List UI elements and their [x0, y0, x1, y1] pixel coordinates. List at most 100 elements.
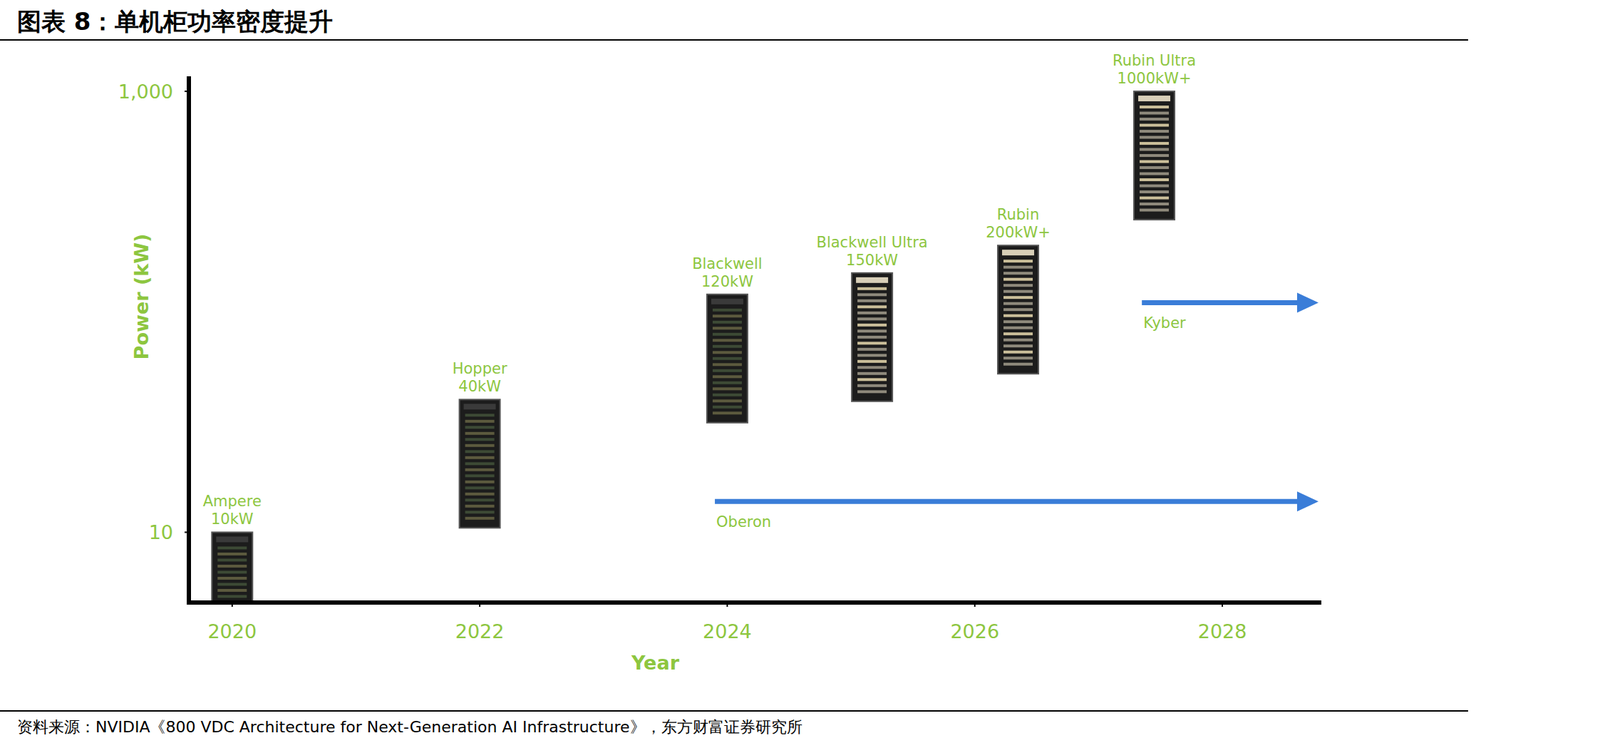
rack-slot	[712, 350, 742, 354]
rack-slot	[857, 353, 887, 357]
rack-slot	[465, 504, 495, 508]
annotation-label: Kyber	[1143, 314, 1186, 332]
rack-slot	[465, 437, 495, 441]
x-tick-label: 2026	[950, 620, 1000, 643]
rack-slot	[712, 399, 742, 402]
annotation-label: Oberon	[716, 513, 772, 531]
rack-slot	[857, 292, 887, 296]
rack-slot	[465, 456, 495, 459]
rack-slot	[1139, 190, 1169, 194]
rack-slot	[1003, 332, 1033, 335]
rack-body	[459, 399, 501, 528]
rack-cap	[1002, 249, 1035, 256]
rack-slot	[1003, 302, 1033, 306]
rack-slot	[1003, 350, 1033, 354]
rack-slot	[217, 558, 247, 561]
rack-slot	[1139, 141, 1169, 145]
arrow-head	[1297, 491, 1319, 512]
x-tick	[478, 602, 481, 607]
rack-slot	[1139, 196, 1169, 200]
y-axis-title: Power (kW)	[130, 233, 153, 360]
rack-slot	[857, 323, 887, 327]
source-rule	[0, 709, 1469, 712]
rack-slot	[217, 552, 247, 556]
rack-slot	[465, 473, 495, 477]
rack-slot	[857, 287, 887, 291]
rack-slot	[1003, 320, 1033, 323]
y-tick-label: 1,000	[118, 80, 174, 103]
rack-slot	[1003, 271, 1033, 275]
arrow-line	[1141, 300, 1300, 306]
x-axis	[186, 600, 1322, 605]
rack-slot	[857, 335, 887, 339]
rack-slot	[1003, 277, 1033, 281]
rack-slot	[712, 393, 742, 397]
rack-slot	[465, 413, 495, 417]
rack-slot	[1003, 338, 1033, 342]
rack-slot	[1003, 290, 1033, 293]
point-label: Rubin Ultra	[1112, 52, 1196, 70]
y-tick	[184, 90, 189, 92]
annotation-arrow	[1141, 292, 1319, 313]
rack-slot	[217, 588, 247, 592]
rack-slot	[1139, 202, 1169, 206]
rack-cap	[855, 277, 889, 283]
rack-slot	[1139, 117, 1169, 121]
rack-slot	[712, 411, 742, 415]
rack-slot	[857, 311, 887, 315]
rack-slot	[857, 347, 887, 351]
rack-slot	[712, 326, 742, 330]
rack-slot	[712, 338, 742, 342]
rack-slot	[465, 516, 495, 520]
rack-slot	[712, 381, 742, 385]
point-label: Rubin	[997, 205, 1040, 224]
rack-slot	[1003, 362, 1033, 366]
rack-slot	[857, 317, 887, 320]
rack-cap	[215, 535, 249, 542]
rack-slot	[217, 564, 247, 568]
rack	[851, 272, 893, 402]
rack-slot	[857, 329, 887, 333]
rack-slot	[712, 357, 742, 360]
point-label: Blackwell Ultra	[816, 233, 928, 251]
rack-slot	[1003, 356, 1033, 360]
rack-slot	[857, 299, 887, 303]
rack-cap	[463, 403, 497, 410]
x-tick-label: 2024	[702, 620, 752, 643]
rack-slot	[465, 425, 495, 429]
rack-slot	[465, 486, 495, 489]
x-tick	[231, 602, 234, 607]
rack-slot	[1139, 148, 1169, 152]
rack-slot	[1139, 124, 1169, 127]
rack-slot	[712, 344, 742, 348]
rack-slot	[857, 341, 887, 345]
rack-slot	[217, 576, 247, 580]
rack-slot	[465, 431, 495, 435]
rack-slot	[712, 362, 742, 366]
rack-slot	[465, 480, 495, 484]
x-tick	[974, 602, 976, 607]
x-tick	[726, 602, 728, 607]
rack-slot	[712, 308, 742, 312]
plot-area	[211, 91, 1319, 603]
rack-body	[997, 245, 1039, 374]
rack-slot	[465, 419, 495, 423]
rack-slot	[712, 386, 742, 390]
rack	[997, 245, 1039, 374]
rack	[211, 531, 253, 603]
rack-slot	[465, 492, 495, 496]
rack	[459, 399, 501, 528]
value-label: 120kW	[701, 272, 754, 291]
rack-slot	[217, 594, 247, 598]
rack-slot	[1139, 105, 1169, 109]
point-label: Blackwell	[692, 255, 763, 273]
rack-slot	[217, 570, 247, 574]
rack-slot	[217, 582, 247, 586]
value-label: 1000kW+	[1117, 69, 1192, 87]
value-label: 200kW+	[985, 223, 1051, 241]
rack-slot	[1003, 265, 1033, 269]
rack-slot	[1003, 314, 1033, 318]
point-label: Hopper	[452, 359, 508, 378]
rack-slot	[1139, 166, 1169, 169]
rack-slot	[465, 461, 495, 465]
